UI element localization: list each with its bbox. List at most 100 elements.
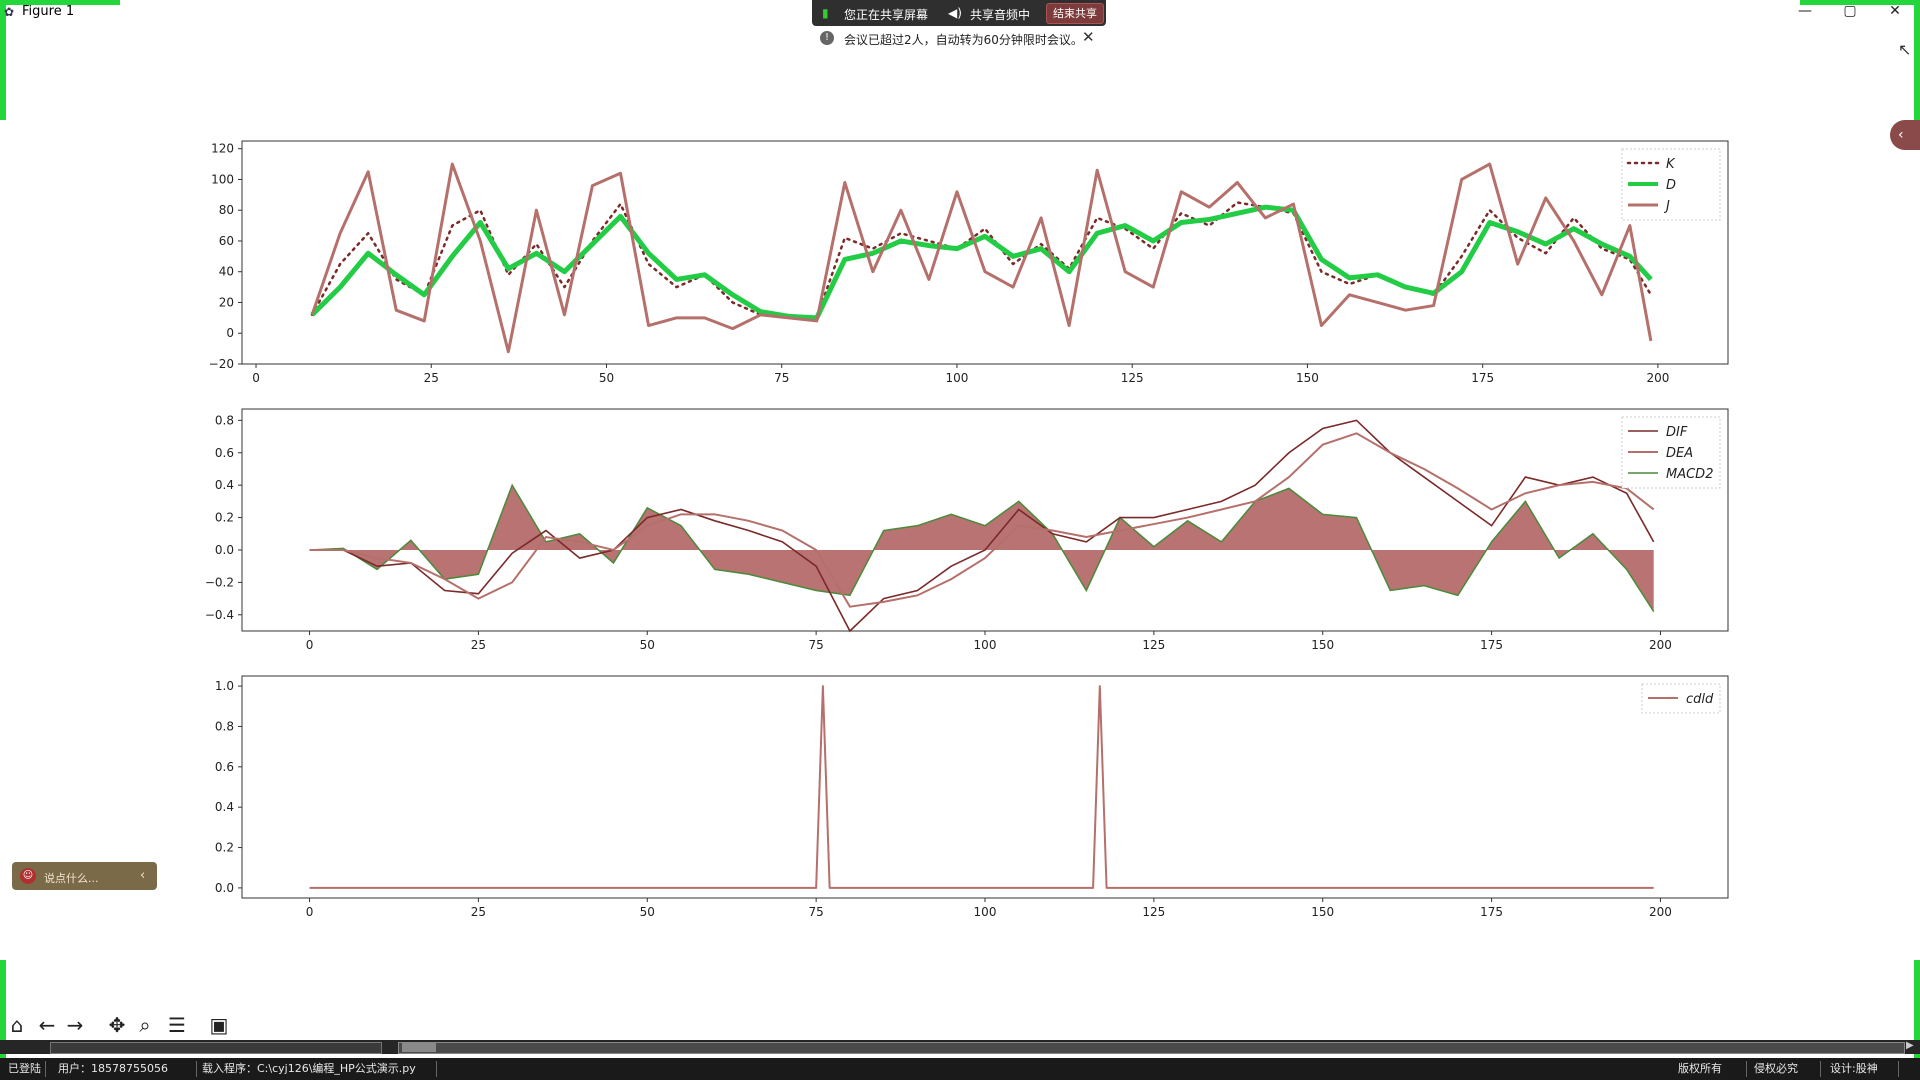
y-tick-label: 0.8 [215,719,234,733]
x-tick-label: 150 [1311,638,1334,652]
x-tick-label: 75 [774,371,789,385]
share-border-right-bottom [1914,960,1920,1080]
loaded-program: 载入程序：C:\cyj126\编程_HP公式演示.py [198,1061,437,1077]
figure-toolbar: ⌂ ← → ✥ ⌕ ☰ ▣ [0,1008,260,1044]
x-tick-label: 200 [1649,905,1672,919]
speaker-icon: ◀) [948,6,962,20]
screen-share-bar: ▮ 您正在共享屏幕 ◀) 共享音频中 结束共享 [812,0,1106,26]
series-dif-line [309,419,1655,633]
share-audio-text: 共享音频中 [970,8,1031,22]
x-tick-label: 150 [1296,371,1319,385]
y-tick-label: 0.8 [215,413,234,427]
legend-label: K [1666,157,1676,172]
y-tick-label: −0.4 [205,608,234,622]
plot-frame [241,140,1729,365]
scroll-right-icon[interactable]: ▶ [1906,1040,1914,1051]
window-title: Figure 1 [22,4,75,19]
x-tick-label: 50 [640,638,655,652]
maximize-button[interactable]: ▢ [1843,3,1857,19]
share-border-left-bottom [0,960,6,1080]
comment-widget[interactable]: ☺ 说点什么... ‹ [12,862,157,890]
y-tick-label: 0.4 [215,478,234,492]
legend-label: cdld [1686,692,1714,707]
x-tick-label: 25 [471,905,486,919]
y-tick-label: −20 [209,357,234,371]
macd2-line [309,483,1655,612]
chevron-left-icon: ‹ [1898,127,1904,143]
share-border-top-left [0,0,120,5]
y-tick-label: 0.6 [215,760,234,774]
scrollbar-thumb[interactable] [402,1042,436,1052]
floppy-icon[interactable]: ▣ [209,1013,229,1037]
x-tick-label: 0 [306,905,314,919]
minimize-button[interactable]: — [1798,3,1812,19]
x-tick-label: 175 [1480,638,1503,652]
y-tick-label: 60 [219,234,234,248]
y-tick-label: 0.0 [215,543,234,557]
scroll-strip: ▶ [0,1040,1920,1054]
move-icon[interactable]: ✥ [108,1013,126,1037]
x-tick-label: 125 [1142,638,1165,652]
series-j-line [310,162,1653,354]
share-status-text: 您正在共享屏幕 [844,8,929,22]
sliders-icon[interactable]: ☰ [168,1013,186,1037]
series-cdld-line [309,685,1654,889]
figure-canvas: 0 25 50 75 100 125 150 175 200 −20 0 20 40 60 80 100 120… [205,140,1729,919]
notice-close-icon[interactable]: ✕ [1082,28,1095,46]
piracy-label: 侵权必究 [1750,1061,1821,1077]
series-d-line [310,204,1653,321]
side-collapse-tab[interactable]: ‹ [1890,120,1920,150]
legend-label: DIF [1666,425,1688,440]
right-scrollbar[interactable] [398,1042,1905,1054]
arrow-right-icon[interactable]: → [66,1013,84,1037]
chart-2: 0 25 50 75 100 125 150 175 200 −0.4 −0.2 0.0 0.2 0.4 0… [205,408,1729,652]
chevron-left-icon[interactable]: ‹ [140,868,146,883]
share-border-top-right [1800,0,1920,5]
x-tick-label: 0 [306,638,314,652]
comment-placeholder: 说点什么... [44,872,99,885]
legend-label: J [1663,199,1670,214]
x-tick-label: 175 [1480,905,1503,919]
x-tick-label: 200 [1649,638,1672,652]
legend-label: MACD2 [1666,467,1713,482]
designer-label: 设计:股神 [1826,1061,1899,1077]
copyright-label: 版权所有 [1674,1061,1747,1077]
x-tick-label: 125 [1121,371,1144,385]
x-tick-label: 125 [1142,905,1165,919]
x-tick-label: 75 [808,638,823,652]
login-status: 已登陆 [4,1061,46,1077]
home-icon[interactable]: ⌂ [10,1013,24,1037]
y-tick-label: 100 [211,172,234,186]
plot-frame [241,408,1729,632]
x-tick-label: 175 [1471,371,1494,385]
y-tick-label: 40 [219,265,234,279]
arrow-left-icon[interactable]: ← [38,1013,56,1037]
window-titlebar: ✿ Figure 1 — ▢ ✕ [0,0,1920,24]
y-tick-label: 0.2 [215,511,234,525]
left-scrollbar[interactable] [50,1042,382,1054]
figure-app-icon: ✿ [4,5,15,19]
alert-icon: ! [820,31,834,45]
signal-icon: ▮ [822,6,829,20]
share-border-left-top [0,0,6,120]
x-tick-label: 100 [974,638,997,652]
x-tick-label: 50 [599,371,614,385]
y-tick-label: 20 [219,295,234,309]
y-tick-label: 0.4 [215,800,234,814]
y-tick-label: 1.0 [215,679,234,693]
close-button[interactable]: ✕ [1889,3,1901,19]
share-border-right-top [1914,0,1920,120]
chat-icon: ☺ [20,868,36,884]
user-phone: 用户：18578755056 [54,1061,197,1077]
legend-label: DEA [1666,446,1693,461]
x-tick-label: 25 [424,371,439,385]
x-tick-label: 0 [252,371,260,385]
y-tick-label: 0 [226,326,234,340]
y-tick-label: 0.2 [215,841,234,855]
end-share-button[interactable]: 结束共享 [1046,3,1104,24]
magnifier-icon[interactable]: ⌕ [139,1013,151,1037]
y-tick-label: 80 [219,203,234,217]
y-tick-label: 120 [211,142,234,156]
x-tick-label: 100 [946,371,969,385]
status-bar: 已登陆 用户：18578755056 载入程序：C:\cyj126\编程_HP公… [0,1058,1920,1080]
